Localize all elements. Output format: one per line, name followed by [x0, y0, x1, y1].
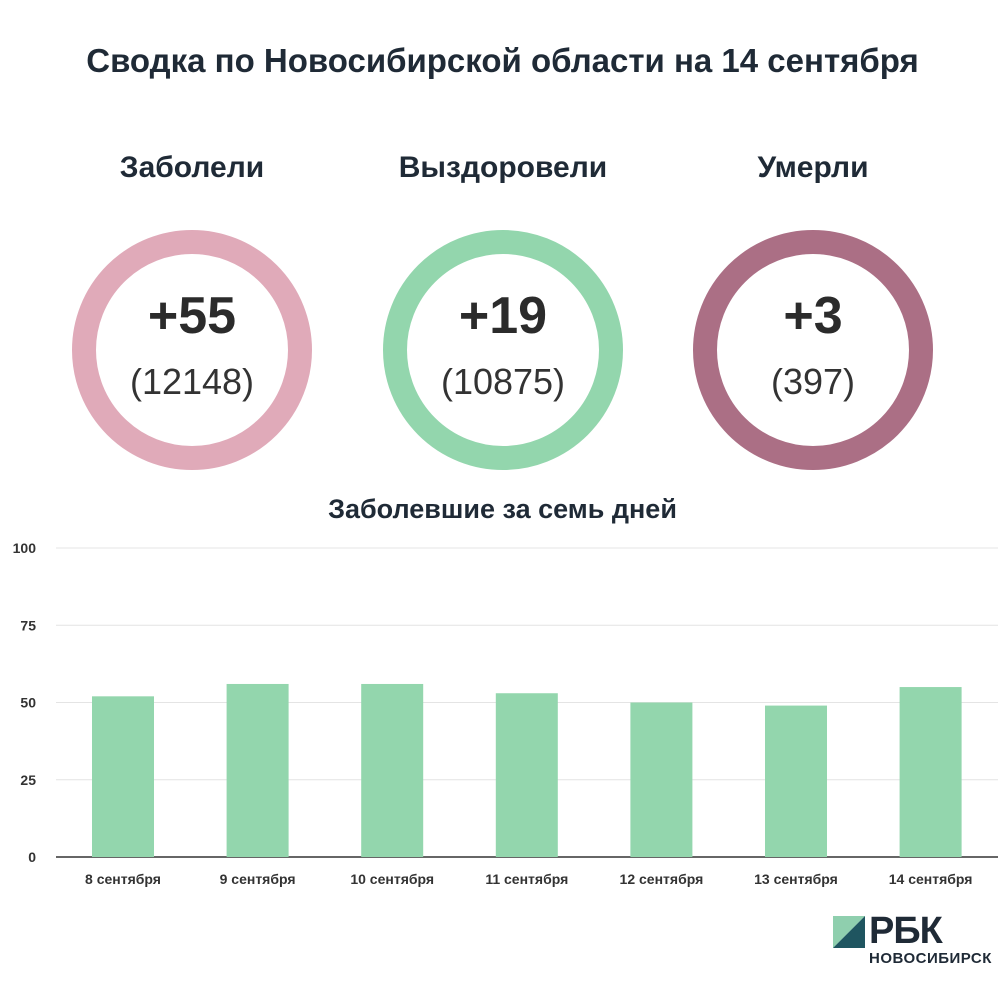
x-tick-label: 11 сентября [485, 871, 568, 887]
x-tick-label: 8 сентября [85, 871, 161, 887]
stat-deaths-delta: +3 [783, 287, 843, 345]
y-tick-label: 75 [20, 617, 36, 633]
stat-infected-delta: +55 [147, 287, 237, 345]
stat-deaths-label: Умерли [757, 151, 869, 184]
stat-recovered-delta: +19 [458, 287, 548, 345]
bar [92, 696, 154, 857]
stat-infected-ring: +55 (12148) [72, 230, 312, 470]
x-tick-label: 13 сентября [754, 871, 838, 887]
bar-chart: 0 25 50 75 100 8 сентября 9 сентября 10 сентябр… [13, 540, 998, 887]
rbc-logo: РБК НОВОСИБИРСК [833, 910, 998, 974]
bar [226, 683, 289, 857]
stat-recovered: Выздоровели +19 (10875) [373, 148, 633, 470]
stat-infected: Заболели +55 (12148) [62, 148, 322, 470]
stat-infected-total: (12148) [129, 361, 255, 402]
y-tick-label: 100 [13, 540, 37, 556]
x-tick-label: 14 сентября [889, 871, 973, 887]
stat-recovered-label: Выздоровели [398, 151, 608, 184]
x-tick-label: 12 сентября [620, 871, 704, 887]
x-tick-label: 10 сентября [350, 871, 434, 887]
x-tick-label: 9 сентября [220, 871, 296, 887]
chart-title: Заболевшие за семь дней [328, 494, 677, 524]
rbc-logo-city: НОВОСИБИРСК [869, 950, 992, 967]
bar [630, 702, 693, 857]
rbc-logo-icon [833, 916, 865, 948]
bar [899, 687, 962, 857]
stat-recovered-total: (10875) [440, 361, 566, 402]
bar [495, 693, 558, 857]
stat-deaths-ring: +3 (397) [693, 230, 933, 470]
y-tick-label: 25 [20, 772, 36, 788]
rbc-logo-brand: РБК [869, 910, 943, 952]
y-tick-label: 50 [20, 695, 36, 711]
stat-deaths-total: (397) [770, 361, 856, 402]
stat-recovered-ring: +19 (10875) [383, 230, 623, 470]
bar [361, 683, 424, 857]
stat-deaths: Умерли +3 (397) [683, 148, 943, 470]
page-title: Сводка по Новосибирской области на 14 се… [86, 42, 919, 79]
bar [765, 705, 827, 857]
stat-infected-label: Заболели [119, 151, 265, 184]
y-tick-label: 0 [28, 849, 36, 865]
